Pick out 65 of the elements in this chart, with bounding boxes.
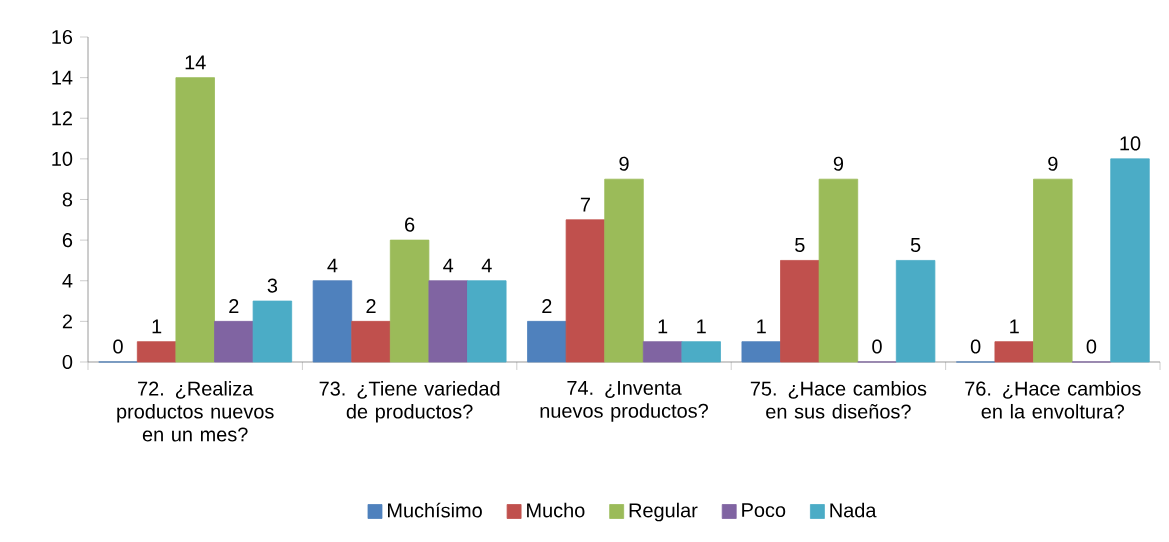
bar [604,178,644,363]
bar [351,320,391,363]
bar [527,320,567,363]
data-label: 5 [910,238,921,253]
data-label: 5 [795,238,805,253]
data-label: 1 [697,319,706,334]
bar [681,341,721,363]
data-label: 9 [1048,156,1058,171]
data-label: 2 [366,299,376,313]
x-tick-label: 72. ¿Realiza productos nuevos en un mes? [117,381,274,442]
data-label: 0 [970,339,981,354]
bar [1033,178,1073,363]
y-tick-label: 16 [52,29,73,45]
y-tick-label: 10 [52,151,73,166]
legend-label: Muchísimo [388,502,482,518]
data-label: 0 [872,339,882,354]
bar [741,341,781,363]
legend-label: Nada [830,502,877,518]
bar [467,280,507,363]
bar [389,239,430,363]
data-label: 7 [580,197,590,212]
bar [565,219,606,363]
data-label: 1 [152,319,162,334]
bar [252,300,293,363]
data-label: 0 [1086,339,1097,354]
data-label: 2 [229,299,239,313]
bar [312,280,353,363]
y-tick-label: 2 [62,314,72,329]
bar [642,341,683,363]
data-label: 14 [185,55,206,70]
y-tick-label: 4 [62,273,73,288]
x-tick-label: 73. ¿Tiene variedad de productos? [319,381,500,423]
bar [895,260,936,363]
data-label: 3 [267,278,278,293]
bar [780,260,820,363]
y-tick-label: 8 [62,192,73,207]
bar [136,341,177,363]
data-label: 1 [757,319,766,334]
x-tick-label: 74. ¿Inventa nuevos productos? [540,381,708,422]
y-tick-label: 12 [52,111,72,126]
data-label: 4 [327,258,338,273]
bar [175,77,215,363]
legend-label: Poco [742,503,786,518]
data-label: 4 [481,258,492,273]
bar [428,280,468,363]
data-label: 6 [405,217,415,232]
bar [994,341,1034,363]
x-tick-label: 76. ¿Hace cambios en la envoltura? [965,381,1141,419]
data-label: 9 [619,156,629,171]
bar [818,178,859,363]
y-tick-label: 0 [62,354,73,370]
legend-label: Mucho [527,502,585,518]
data-label: 1 [1010,319,1019,334]
data-label: 10 [1120,136,1141,151]
data-label: 4 [443,258,454,273]
x-tick-label: 75. ¿Hace cambios en sus diseños? [750,381,927,419]
bar [1110,158,1150,363]
data-label: 9 [833,156,844,171]
data-label: 1 [658,319,668,334]
data-label: 2 [542,299,552,313]
y-tick-label: 14 [52,70,73,85]
y-tick-label: 6 [62,233,73,248]
data-label: 0 [113,339,123,354]
legend-label: Regular [629,502,698,522]
bar [214,320,254,363]
